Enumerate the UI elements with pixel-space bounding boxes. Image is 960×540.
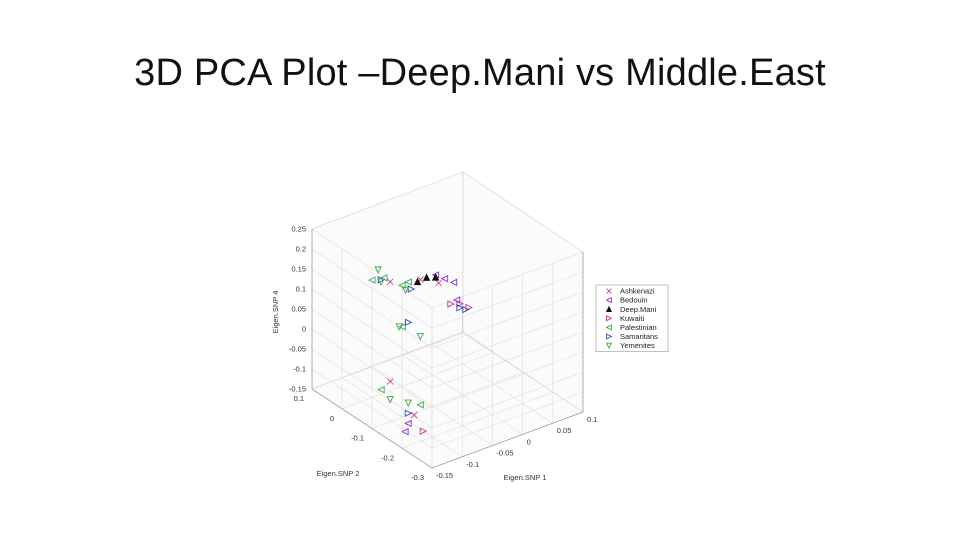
y-gridline [371,372,524,429]
axes-ticks: 0.25 0.2 0.15 0.1 0.05 0 -0.05 -0.1 -0.15 -0.15 -0… [289,225,598,483]
data-point [401,286,410,295]
data-point [386,378,394,385]
z-tick-label: 0 [302,325,306,334]
x-axis-label: Eigen.SNP 1 [504,473,547,482]
data-point [435,279,442,287]
data-point [404,318,413,327]
z-tick-label: -0.15 [289,385,306,394]
data-point [404,419,412,428]
data-point [416,401,424,409]
data-point [440,274,449,283]
legend: AshkenaziBedouinDeep.ManiKuwaitiPalestin… [595,284,669,352]
y-tick-label: -0.3 [411,473,424,482]
axes-panes [311,171,584,469]
z-gridline [431,291,584,349]
data-point [456,304,464,312]
z-tick-label: -0.05 [289,345,306,354]
legend-marker [605,324,612,331]
y-tick-label: 0.1 [294,394,304,403]
legend-marker [606,288,612,294]
x-tick-label: 0.05 [557,426,572,435]
data-point [377,278,385,287]
data-points [368,266,473,436]
data-point [449,278,458,287]
x-tick-label: -0.1 [466,460,479,469]
legend-label: Palestinian [620,323,657,332]
data-point [410,411,418,419]
y-gridline [341,352,494,410]
data-point [395,323,404,331]
data-point [398,323,406,331]
data-point [413,277,422,286]
z-gridline [431,371,584,429]
data-point [447,300,455,308]
z-gridline [431,391,584,449]
data-point [377,385,385,394]
z-tick-label: 0.1 [296,285,306,294]
x-tick-label: -0.05 [496,449,513,458]
z-gridline [431,351,584,409]
x-tick-label: -0.15 [436,471,453,480]
legend-marker [605,305,613,313]
z-gridline [431,271,584,329]
data-point [465,303,473,312]
data-point [404,409,413,417]
data-point [401,427,409,436]
y-tick-label: 0 [330,414,334,423]
legend-label: Kuwaiti [620,314,645,323]
data-point [368,276,376,284]
axes-grid [311,228,584,469]
z-tick-label: 0.25 [291,225,306,234]
slide-title: 3D PCA Plot –Deep.Mani vs Middle.East [134,52,826,94]
legend-box [595,284,669,352]
y-gridline [311,332,464,390]
legend-label: Bedouin [620,296,648,305]
y-gridline [401,391,554,449]
legend-label: Samaritans [620,332,658,341]
data-point [419,427,428,435]
data-point [386,278,394,286]
data-point [386,396,394,404]
y-tick-label: -0.1 [351,434,364,443]
data-point [456,300,464,308]
data-point [374,266,382,274]
z-tick-label: 0.05 [291,305,306,314]
legend-marker [605,296,612,304]
z-gridline [431,331,584,389]
z-axis-label: Eigen.SNP 4 [271,291,280,334]
x-tick-label: 0 [527,437,531,446]
data-point [431,273,440,281]
y-axis-label: Eigen.SNP 2 [317,469,360,478]
data-point [404,278,412,286]
legend-label: Ashkenazi [620,287,655,296]
axes-labels: Eigen.SNP 4 Eigen.SNP 2 Eigen.SNP 1 [271,291,546,482]
data-point [407,285,416,293]
legend-label: Deep.Mani [620,305,657,314]
legend-label: Yemenites [620,341,655,350]
y-tick-label: -0.2 [381,453,394,462]
legend-marker [606,315,613,322]
x-tick-label: 0.1 [587,415,597,424]
z-tick-label: -0.1 [293,365,306,374]
legend-marker [605,342,613,350]
data-point [416,332,425,341]
box-edge [311,229,584,469]
data-point [422,273,431,281]
legend-marker [606,333,613,340]
z-tick-label: 0.15 [291,265,306,274]
data-point [404,399,412,408]
data-point [462,305,470,314]
z-gridline [431,311,584,369]
z-tick-label: 0.2 [296,245,306,254]
